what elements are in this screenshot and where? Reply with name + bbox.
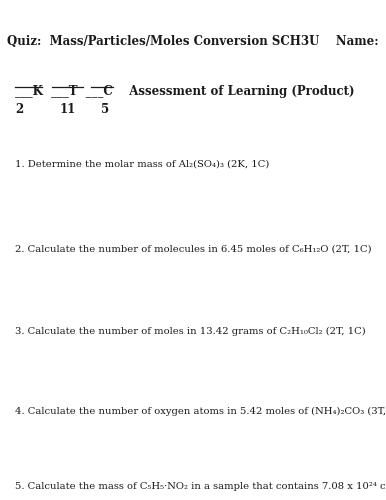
Text: Quiz:  Mass/Particles/Moles Conversion SCH3U    Name:: Quiz: Mass/Particles/Moles Conversion SC… [7, 35, 379, 48]
Text: 11: 11 [60, 103, 76, 116]
Text: 5: 5 [101, 103, 109, 116]
Text: 5. Calculate the mass of C₅H₅·NO₂ in a sample that contains 7.08 x 10²⁴ carbon a: 5. Calculate the mass of C₅H₅·NO₂ in a s… [15, 482, 386, 491]
Text: ___K  ___T  ___C    Assessment of Learning (Product): ___K ___T ___C Assessment of Learning (P… [15, 85, 354, 98]
Text: 2: 2 [15, 103, 23, 116]
Text: 3. Calculate the number of moles in 13.42 grams of C₂H₁₀Cl₂ (2T, 1C): 3. Calculate the number of moles in 13.4… [15, 327, 366, 336]
Text: 1. Determine the molar mass of Al₂(SO₄)₃ (2K, 1C): 1. Determine the molar mass of Al₂(SO₄)₃… [15, 160, 269, 169]
Text: 2. Calculate the number of molecules in 6.45 moles of C₆H₁₂O (2T, 1C): 2. Calculate the number of molecules in … [15, 245, 372, 254]
Text: 4. Calculate the number of oxygen atoms in 5.42 moles of (NH₄)₂CO₃ (3T, 1C): 4. Calculate the number of oxygen atoms … [15, 407, 386, 416]
